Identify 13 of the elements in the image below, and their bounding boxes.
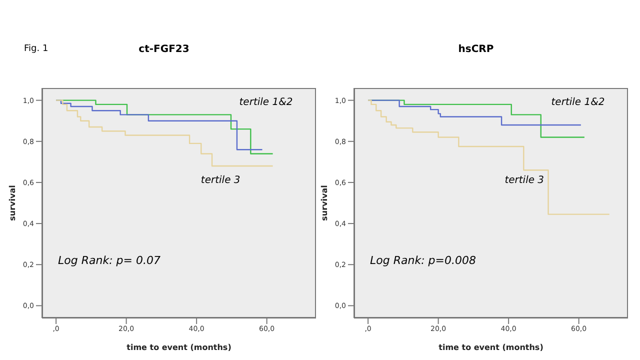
annotation: tertile 3	[504, 175, 544, 186]
chart-title: ct-FGF23	[138, 44, 190, 55]
x-axis-title: time to event (months)	[126, 343, 232, 352]
y-axis-title: survival	[320, 184, 329, 221]
y-axis-title: survival	[8, 184, 17, 221]
annotation: tertile 3	[200, 175, 240, 186]
caption: Fig. 1	[24, 44, 48, 54]
annotation: Log Rank: p= 0.07	[58, 254, 160, 268]
chart-title: hsCRP	[457, 44, 495, 55]
x-axis-title: time to event (months)	[438, 343, 544, 352]
annotation: tertile 1&2	[551, 97, 605, 108]
annotation: tertile 1&2	[239, 97, 293, 108]
annotation: Log Rank: p=0.008	[370, 254, 476, 268]
